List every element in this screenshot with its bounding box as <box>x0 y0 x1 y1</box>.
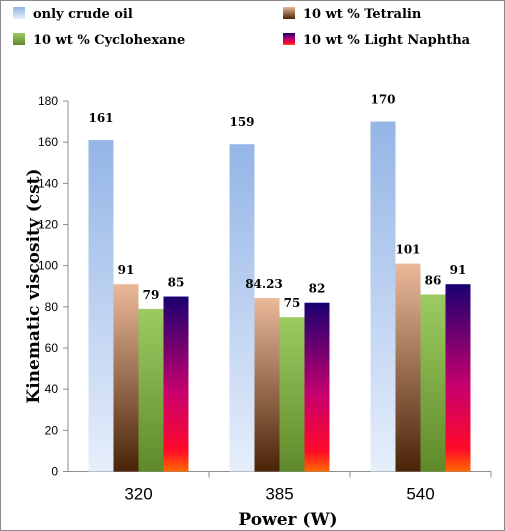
y-tick-label-160: 160 <box>38 135 58 149</box>
bar-only-crude-oil-320 <box>88 140 114 472</box>
data-label-only-crude-oil-320: 161 <box>88 111 113 125</box>
bar-10-wt-cyclohexane-320 <box>138 308 164 472</box>
bar-10-wt-tetralin-320 <box>113 284 139 472</box>
x-tick-label-320: 320 <box>124 485 152 504</box>
bar-10-wt-tetralin-385 <box>254 298 280 472</box>
data-label-10-wt-light-naphtha-385: 82 <box>309 282 326 296</box>
legend-item-10-wt-light-naphtha: 10 wt % Light Naphtha <box>283 33 471 48</box>
data-label-only-crude-oil-385: 159 <box>229 115 254 129</box>
legend-label-only-crude-oil: only crude oil <box>33 7 133 22</box>
y-tick-label-100: 100 <box>38 259 58 273</box>
legend: only crude oil 10 wt % Tetralin 10 wt % Cy… <box>13 7 471 48</box>
x-tick-label-385: 385 <box>265 485 293 504</box>
legend-label-10-wt-cyclohexane: 10 wt % Cyclohexane <box>33 33 185 48</box>
bar-10-wt-light-naphtha-540 <box>445 284 471 472</box>
legend-label-10-wt-tetralin: 10 wt % Tetralin <box>303 7 422 22</box>
legend-swatch-10-wt-cyclohexane <box>13 33 25 45</box>
y-axis-ticks: 0 20 40 60 80 100 120 140 160 180 <box>38 94 68 479</box>
legend-item-only-crude-oil: only crude oil <box>13 7 133 22</box>
y-tick-label-120: 120 <box>38 218 58 232</box>
x-axis-ticks: 320 385 540 <box>124 471 492 504</box>
bar-10-wt-tetralin-540 <box>395 263 421 472</box>
legend-swatch-only-crude-oil <box>13 7 25 19</box>
data-label-10-wt-tetralin-320: 91 <box>118 263 135 277</box>
x-tick-label-540: 540 <box>406 485 434 504</box>
bar-10-wt-cyclohexane-540 <box>420 294 446 472</box>
bar-10-wt-light-naphtha-385 <box>304 302 330 472</box>
legend-swatch-10-wt-light-naphtha <box>283 33 295 45</box>
y-axis-title: Kinematic viscosity (cst) <box>24 168 44 403</box>
x-axis-title: Power (W) <box>238 510 337 530</box>
bar-only-crude-oil-540 <box>370 121 396 472</box>
data-label-10-wt-tetralin-385: 84.23 <box>245 277 283 291</box>
data-label-10-wt-light-naphtha-320: 85 <box>168 276 185 290</box>
y-tick-label-180: 180 <box>38 94 58 108</box>
legend-swatch-10-wt-tetralin <box>283 7 295 19</box>
data-label-10-wt-cyclohexane-540: 86 <box>425 273 442 287</box>
data-label-10-wt-light-naphtha-540: 91 <box>450 263 467 277</box>
y-tick-label-20: 20 <box>45 423 59 437</box>
data-label-only-crude-oil-540: 170 <box>370 93 395 107</box>
data-label-10-wt-cyclohexane-385: 75 <box>284 296 301 310</box>
data-label-10-wt-tetralin-540: 101 <box>395 243 420 257</box>
y-tick-label-140: 140 <box>38 176 58 190</box>
y-tick-label-60: 60 <box>45 341 59 355</box>
legend-item-10-wt-cyclohexane: 10 wt % Cyclohexane <box>13 33 185 48</box>
y-tick-label-80: 80 <box>45 300 59 314</box>
bar-only-crude-oil-385 <box>229 144 255 472</box>
bars <box>88 121 471 472</box>
y-tick-label-0: 0 <box>51 465 58 479</box>
legend-item-10-wt-tetralin: 10 wt % Tetralin <box>283 7 422 22</box>
y-tick-label-40: 40 <box>45 382 59 396</box>
data-label-10-wt-cyclohexane-320: 79 <box>143 288 160 302</box>
bar-10-wt-light-naphtha-320 <box>163 296 189 472</box>
legend-label-10-wt-light-naphtha: 10 wt % Light Naphtha <box>303 33 471 48</box>
bar-10-wt-cyclohexane-385 <box>279 317 305 472</box>
